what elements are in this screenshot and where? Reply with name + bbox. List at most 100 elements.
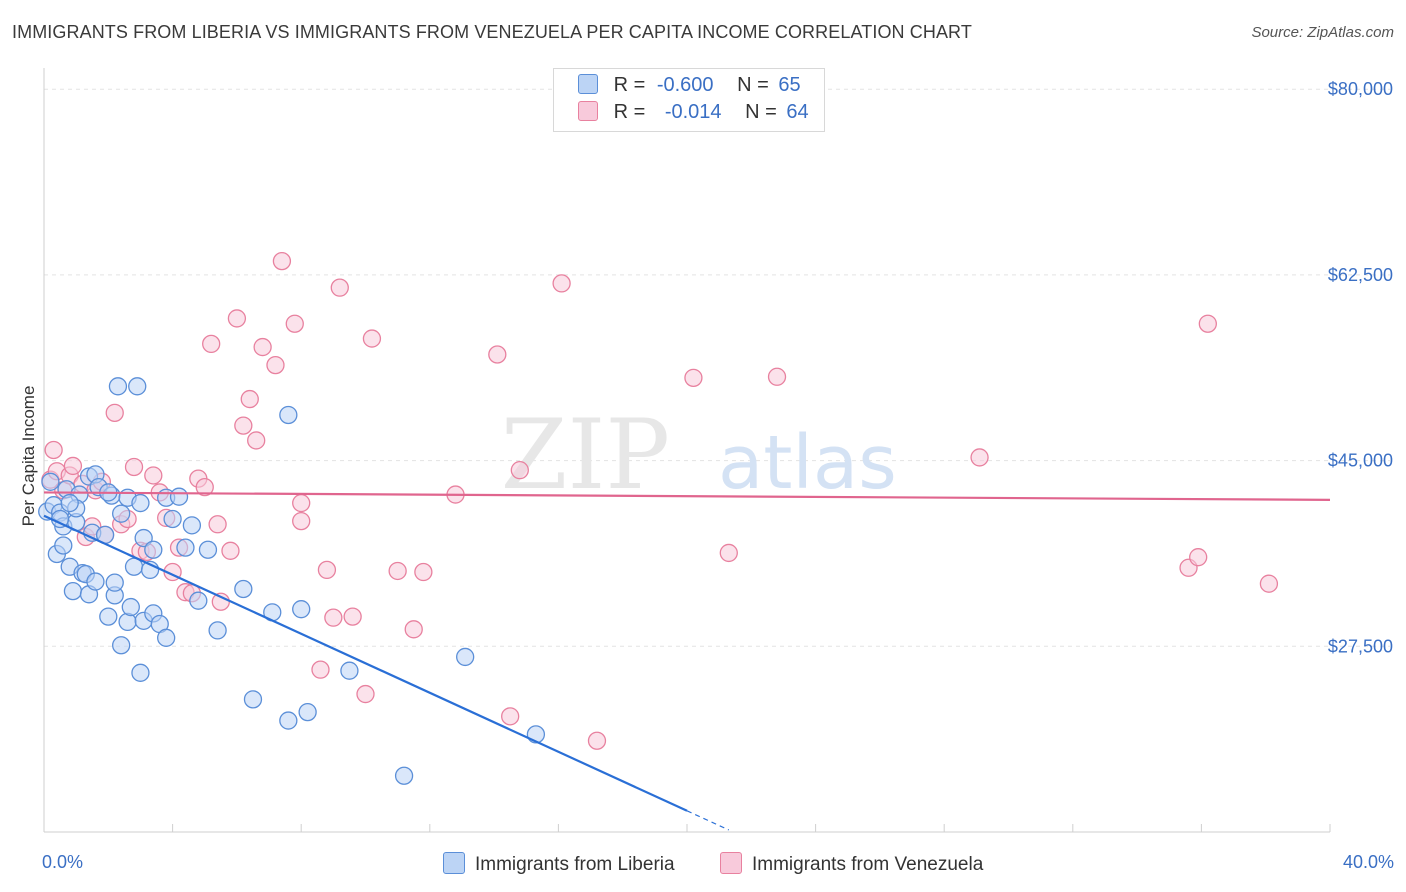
venezuela-point-57	[684, 368, 703, 387]
venezuela-n-value: 64	[786, 101, 809, 123]
liberia-point-5	[54, 536, 73, 555]
liberia-point-33	[131, 493, 150, 513]
venezuela-point-54	[510, 461, 529, 480]
venezuela-point-27	[202, 334, 221, 354]
liberia-point-34	[131, 663, 150, 682]
liberia-point-47	[189, 591, 208, 610]
liberia-point-48	[198, 540, 218, 559]
liberia-point-53	[279, 711, 298, 730]
liberia-point-28	[118, 612, 137, 632]
legend-row-venezuela: R = -0.014 N = 64	[578, 101, 809, 127]
source-credit: Source: ZipAtlas.com	[1251, 24, 1394, 41]
trend-lines	[43, 491, 1331, 831]
venezuela-r-value: -0.014	[664, 101, 722, 123]
liberia-n-value: 65	[778, 74, 801, 96]
liberia-point-64	[60, 493, 79, 513]
bottom-venezuela-swatch	[720, 852, 742, 874]
liberia-point-54	[279, 405, 298, 425]
venezuela-point-18	[144, 466, 163, 485]
venezuela-point-37	[272, 251, 292, 271]
liberia-point-59	[456, 647, 475, 667]
venezuela-point-28	[208, 515, 227, 534]
venezuela-point-60	[970, 448, 989, 467]
venezuela-point-26	[195, 477, 214, 497]
liberia-point-9	[63, 581, 83, 601]
liberia-point-24	[105, 573, 124, 592]
venezuela-point-43	[324, 608, 343, 627]
liberia-point-51	[243, 690, 263, 709]
liberia-point-26	[112, 636, 131, 655]
liberia-point-21	[99, 607, 118, 626]
venezuela-point-45	[343, 607, 362, 626]
y-axis-tick-labels: $27,500 $45,000 $62,500 $80,000	[1328, 79, 1393, 656]
liberia-point-56	[298, 702, 317, 722]
liberia-trend-line	[43, 514, 688, 812]
venezuela-point-33	[240, 389, 259, 409]
liberia-point-43	[163, 509, 182, 529]
liberia-trend-extension	[686, 810, 730, 831]
liberia-point-27	[112, 504, 131, 523]
liberia-point-36	[134, 528, 153, 548]
liberia-swatch	[578, 74, 598, 94]
venezuela-point-36	[266, 355, 285, 375]
bottom-legend-venezuela: Immigrants from Venezuela	[720, 852, 983, 876]
liberia-point-44	[169, 487, 189, 506]
liberia-point-57	[340, 661, 359, 680]
x-axis-ticks	[43, 824, 1331, 832]
venezuela-point-52	[488, 345, 507, 364]
y-tick-label-3: $80,000	[1328, 79, 1393, 99]
venezuela-n-label: N =	[745, 101, 777, 123]
venezuela-point-39	[292, 493, 311, 513]
venezuela-point-41	[311, 660, 330, 679]
venezuela-point-40	[292, 511, 311, 531]
venezuela-trend-line	[43, 491, 1331, 501]
venezuela-point-15	[124, 457, 144, 477]
x-tick-label-min: 0.0%	[42, 852, 84, 872]
venezuela-point-59	[767, 367, 787, 386]
liberia-point-49	[208, 621, 227, 640]
liberia-point-39	[144, 540, 163, 559]
venezuela-point-31	[227, 309, 247, 328]
venezuela-point-58	[719, 543, 738, 563]
venezuela-point-47	[362, 329, 382, 348]
liberia-point-45	[176, 538, 195, 557]
venezuela-point-55	[552, 274, 571, 293]
bottom-venezuela-label: Immigrants from Venezuela	[752, 854, 984, 875]
venezuela-point-30	[221, 541, 240, 560]
venezuela-point-44	[330, 278, 349, 297]
liberia-r-label: R =	[613, 74, 646, 96]
venezuela-r-label: R =	[613, 101, 646, 123]
venezuela-point-5	[63, 456, 83, 476]
y-tick-label-0: $27,500	[1328, 636, 1393, 656]
venezuela-point-63	[1198, 314, 1217, 333]
liberia-point-25	[108, 377, 128, 396]
liberia-point-32	[128, 377, 147, 396]
chart-title: IMMIGRANTS FROM LIBERIA VS IMMIGRANTS FR…	[12, 22, 972, 42]
liberia-point-0	[41, 472, 60, 491]
y-tick-label-1: $45,000	[1328, 451, 1393, 471]
venezuela-point-32	[234, 416, 253, 435]
watermark-atlas: atlas	[718, 420, 897, 506]
venezuela-point-38	[285, 314, 304, 333]
liberia-points	[38, 377, 546, 785]
y-tick-label-2: $62,500	[1328, 265, 1393, 285]
liberia-point-58	[394, 766, 414, 785]
venezuela-point-64	[1259, 574, 1279, 593]
liberia-r-value: -0.600	[656, 74, 714, 96]
bottom-legend-liberia: Immigrants from Liberia	[443, 852, 675, 876]
venezuela-point-35	[253, 337, 272, 357]
bottom-liberia-swatch	[443, 852, 465, 874]
venezuela-point-1	[44, 440, 63, 460]
y-axis-label: Per Capita Income	[19, 386, 38, 527]
liberia-point-17	[86, 572, 105, 591]
venezuela-point-50	[414, 562, 433, 582]
correlation-legend: R = -0.600 N = 65 R = -0.014 N = 64	[553, 68, 825, 132]
venezuela-point-48	[388, 561, 407, 581]
liberia-point-42	[157, 628, 176, 647]
venezuela-point-34	[247, 431, 266, 450]
venezuela-point-46	[356, 684, 375, 704]
venezuela-swatch	[578, 101, 598, 121]
venezuela-point-49	[404, 620, 423, 639]
liberia-n-label: N =	[737, 74, 769, 96]
